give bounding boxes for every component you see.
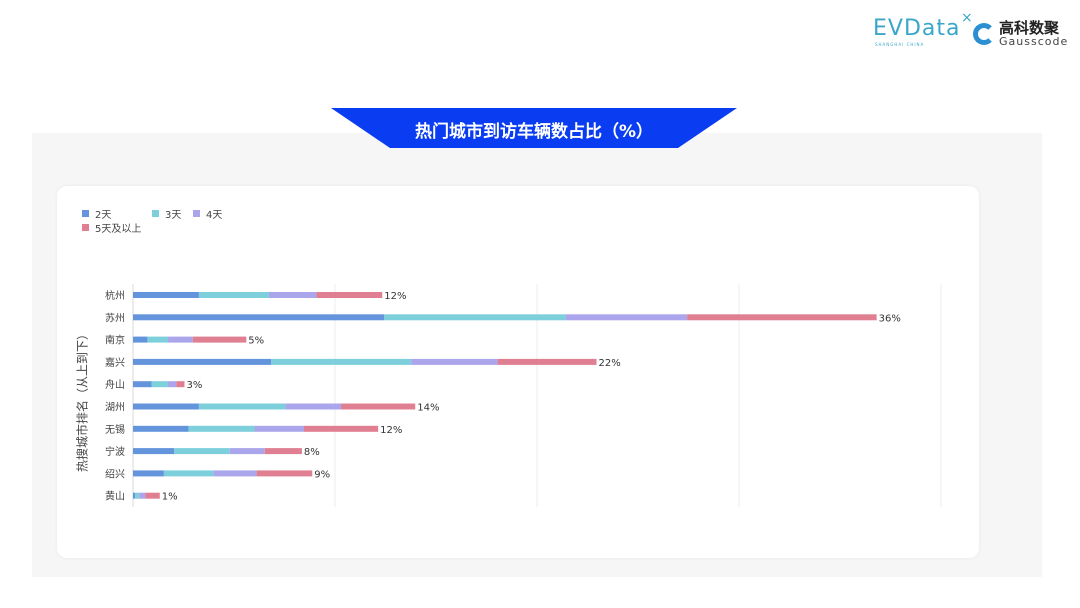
- bar-segment: [133, 492, 136, 499]
- title-banner: 热门城市到访车辆数占比（%）: [331, 108, 737, 148]
- evdata-x-mark: ×: [961, 10, 974, 26]
- bar-segment: [303, 425, 379, 432]
- bar-segment: [188, 425, 255, 432]
- gausscode-logo: 高科数聚 Gausscode: [973, 20, 1068, 47]
- legend-swatch: [152, 210, 159, 217]
- bar-segment: [168, 381, 177, 388]
- bar-segment: [198, 292, 269, 298]
- bar-segment: [264, 448, 302, 455]
- bar-segment: [168, 336, 193, 343]
- total-label: 5%: [248, 336, 264, 347]
- bar-segment: [341, 403, 416, 410]
- total-label: 12%: [380, 425, 402, 436]
- bar-segment: [174, 448, 230, 455]
- legend-swatch: [82, 224, 89, 231]
- bar-segment: [411, 358, 498, 365]
- bar-segment: [565, 314, 688, 321]
- evdata-logo-sub: SHANGHAI CHINA: [875, 42, 925, 47]
- bar-segment: [145, 492, 160, 499]
- total-label: 12%: [384, 291, 406, 302]
- bar-segment: [139, 492, 146, 499]
- bar-segment: [133, 292, 199, 298]
- chart-card: [57, 186, 979, 558]
- chart-title: 热门城市到访车辆数占比（%）: [414, 122, 654, 142]
- bar-segment: [133, 381, 152, 388]
- bar-segment: [147, 336, 169, 343]
- legend-item-3d: 3天: [152, 206, 181, 221]
- bar-segment: [133, 448, 175, 455]
- total-label: 22%: [599, 358, 621, 369]
- gausscode-mark-icon: [973, 22, 995, 45]
- bar-segment: [198, 403, 286, 410]
- total-label: 3%: [187, 380, 203, 391]
- total-label: 36%: [879, 313, 901, 324]
- bar-segment: [316, 292, 383, 298]
- bar-segment: [135, 492, 140, 499]
- total-label: 9%: [314, 469, 330, 480]
- bar-segment: [133, 314, 385, 321]
- category-label: 黄山: [105, 490, 125, 503]
- total-label: 1%: [162, 492, 178, 503]
- bar-segment: [687, 314, 877, 321]
- category-label: 南京: [105, 334, 125, 347]
- bar-segment: [497, 358, 597, 365]
- bar-segment: [268, 292, 317, 298]
- bar-segment: [271, 358, 412, 365]
- legend-item-5d-plus: 5天及以上: [82, 220, 141, 235]
- bar-segment: [133, 403, 199, 410]
- legend-swatch: [193, 210, 200, 217]
- bar-segment: [133, 470, 164, 477]
- gausscode-en: Gausscode: [999, 35, 1069, 48]
- bar-segment: [133, 336, 148, 343]
- bar-segment: [256, 470, 313, 477]
- bar-segment: [229, 448, 265, 455]
- bar-segment: [285, 403, 342, 410]
- bar-segment: [151, 381, 169, 388]
- legend-item-2d: 2天: [82, 206, 111, 221]
- legend-label: 4天: [206, 210, 223, 221]
- bar-segment: [176, 381, 185, 388]
- bar-segment: [254, 425, 304, 432]
- category-label: 苏州: [105, 311, 125, 324]
- bar-segment: [163, 470, 214, 477]
- evdata-logo: EVData × SHANGHAI CHINA: [873, 10, 973, 47]
- bar-segment: [213, 470, 257, 477]
- bar-segment: [133, 358, 272, 365]
- total-label: 14%: [417, 403, 439, 414]
- evdata-logo-text: EVData: [873, 16, 961, 41]
- category-label: 宁波: [105, 445, 125, 458]
- category-label: 无锡: [105, 423, 125, 436]
- legend-swatch: [82, 210, 89, 217]
- gausscode-cn: 高科数聚: [999, 19, 1060, 37]
- category-label: 湖州: [105, 402, 125, 414]
- title-banner-shape: [331, 108, 737, 148]
- category-label: 绍兴: [105, 467, 125, 480]
- legend-label: 2天: [95, 210, 112, 221]
- category-label: 舟山: [105, 378, 125, 391]
- category-label: 嘉兴: [105, 356, 125, 369]
- legend-item-4d: 4天: [193, 206, 222, 221]
- legend-label: 5天及以上: [95, 224, 142, 235]
- total-label: 8%: [304, 447, 320, 458]
- legend-label: 3天: [165, 210, 182, 221]
- bar-segment: [133, 425, 189, 432]
- bar-segment: [192, 336, 247, 343]
- category-label: 杭州: [105, 289, 125, 302]
- bar-segment: [384, 314, 566, 321]
